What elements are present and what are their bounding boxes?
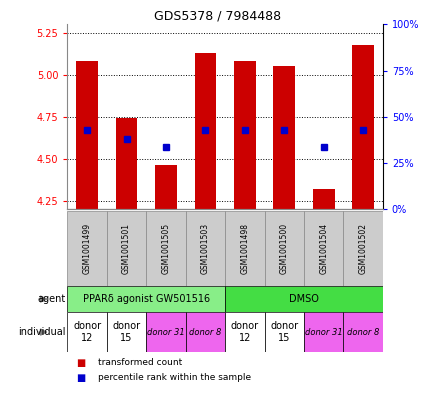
Text: GSM1001498: GSM1001498	[240, 223, 249, 274]
Bar	[115, 118, 137, 209]
Bar	[155, 165, 176, 209]
Bar	[185, 312, 225, 352]
Text: donor
15: donor 15	[270, 321, 298, 343]
Text: GSM1001505: GSM1001505	[161, 223, 170, 274]
Text: ■: ■	[76, 373, 85, 382]
Text: PPARδ agonist GW501516: PPARδ agonist GW501516	[82, 294, 209, 304]
Text: agent: agent	[37, 294, 65, 304]
Bar	[107, 312, 146, 352]
Text: GDS5378 / 7984488: GDS5378 / 7984488	[154, 10, 280, 23]
Text: individual: individual	[18, 327, 65, 337]
Bar	[225, 211, 264, 286]
Bar	[76, 61, 98, 209]
Bar	[225, 286, 382, 312]
Bar	[67, 312, 107, 352]
Text: GSM1001503: GSM1001503	[201, 223, 210, 274]
Bar	[146, 312, 185, 352]
Bar	[264, 211, 303, 286]
Text: transformed count: transformed count	[98, 358, 182, 367]
Text: GSM1001499: GSM1001499	[82, 223, 92, 274]
Bar	[303, 312, 342, 352]
Text: DMSO: DMSO	[288, 294, 318, 304]
Text: donor 8: donor 8	[189, 328, 221, 336]
Text: GSM1001500: GSM1001500	[279, 223, 288, 274]
Bar	[107, 211, 146, 286]
Bar	[342, 312, 382, 352]
Text: GSM1001504: GSM1001504	[319, 223, 327, 274]
Bar	[303, 211, 342, 286]
Bar	[233, 61, 255, 209]
Bar	[225, 312, 264, 352]
Text: percentile rank within the sample: percentile rank within the sample	[98, 373, 250, 382]
Text: ■: ■	[76, 358, 85, 367]
Bar	[264, 312, 303, 352]
Bar	[146, 211, 185, 286]
Text: donor
12: donor 12	[230, 321, 258, 343]
Bar	[194, 53, 216, 209]
Text: GSM1001502: GSM1001502	[358, 223, 367, 274]
Bar	[67, 286, 225, 312]
Bar	[352, 44, 373, 209]
Text: donor 31: donor 31	[147, 328, 184, 336]
Text: donor 31: donor 31	[304, 328, 342, 336]
Bar	[312, 189, 334, 209]
Text: donor 8: donor 8	[346, 328, 378, 336]
Bar	[273, 66, 294, 209]
Bar	[185, 211, 225, 286]
Bar	[342, 211, 382, 286]
Text: donor
12: donor 12	[73, 321, 101, 343]
Text: GSM1001501: GSM1001501	[122, 223, 131, 274]
Bar	[67, 211, 107, 286]
Text: donor
15: donor 15	[112, 321, 140, 343]
